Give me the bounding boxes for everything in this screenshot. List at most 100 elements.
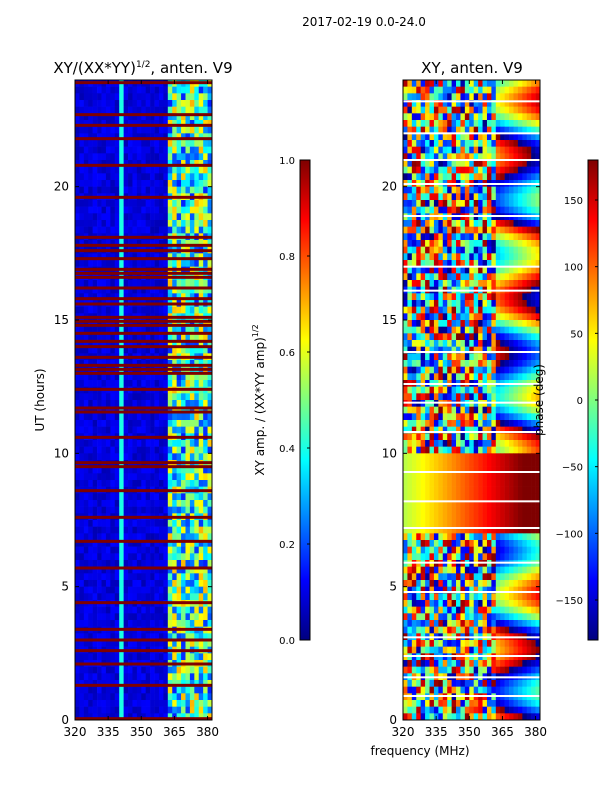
heatmap-cell — [145, 420, 151, 427]
heatmap-cell — [172, 480, 177, 487]
heatmap-cell — [141, 566, 147, 574]
heatmap-cell — [478, 206, 483, 214]
heatmap-cell — [447, 366, 452, 374]
heatmap-cell — [526, 100, 532, 107]
heatmap-cell — [75, 500, 80, 507]
heatmap-cell — [504, 413, 510, 421]
heatmap-cell — [163, 633, 169, 641]
heatmap-cell — [123, 613, 129, 621]
heatmap-cell — [513, 433, 519, 441]
flagged-row — [75, 267, 212, 271]
heatmap-cell — [429, 100, 435, 107]
flagged-row — [75, 286, 212, 290]
heatmap-cell — [136, 640, 142, 647]
heatmap-cell — [207, 560, 212, 567]
heatmap-cell — [97, 260, 102, 267]
heatmap-cell — [500, 393, 505, 401]
heatmap-cell — [163, 113, 169, 121]
heatmap-cell — [486, 420, 492, 427]
heatmap-cell — [172, 340, 177, 347]
heatmap-cell — [473, 273, 479, 281]
heatmap-cell — [141, 293, 147, 301]
heatmap-cell — [79, 260, 85, 267]
heatmap-cell — [75, 533, 80, 541]
heatmap-cell — [150, 706, 155, 714]
heatmap-cell — [207, 413, 212, 421]
heatmap-cell — [75, 553, 80, 561]
heatmap-cell — [451, 446, 457, 454]
heatmap-cell — [163, 640, 169, 647]
heatmap-cell — [92, 133, 98, 141]
heatmap-cell — [522, 326, 528, 334]
heatmap-cell — [110, 666, 116, 674]
heatmap-cell — [181, 280, 186, 287]
heatmap-cell — [181, 360, 186, 367]
heatmap-cell — [456, 453, 461, 461]
heatmap-cell — [207, 320, 212, 327]
heatmap-cell — [123, 640, 129, 647]
heatmap-cell — [513, 233, 519, 241]
amplitude-colorbar — [299, 159, 311, 641]
heatmap-cell — [172, 93, 177, 101]
heatmap-cell — [411, 193, 417, 201]
heatmap-cell — [172, 566, 177, 574]
heatmap-cell — [411, 480, 417, 487]
flagged-row — [75, 363, 212, 367]
heatmap-cell — [198, 360, 204, 367]
heatmap-cell — [158, 440, 164, 447]
heatmap-cell — [181, 713, 186, 720]
heatmap-cell — [420, 260, 426, 267]
heatmap-cell — [425, 126, 430, 134]
heatmap-cell — [456, 193, 461, 201]
heatmap-cell — [407, 100, 413, 107]
heatmap-cell — [105, 506, 111, 514]
heatmap-cell — [110, 466, 116, 474]
heatmap-cell — [92, 380, 98, 387]
heatmap-cell — [198, 186, 204, 194]
heatmap-cell — [460, 140, 466, 147]
heatmap-cell — [181, 560, 186, 567]
heatmap-cell — [407, 473, 413, 481]
heatmap-cell — [101, 113, 107, 121]
heatmap-cell — [509, 113, 514, 121]
heatmap-cell — [132, 620, 138, 627]
heatmap-cell — [75, 220, 80, 227]
heatmap-cell — [420, 320, 426, 327]
heatmap-cell — [92, 466, 98, 474]
heatmap-cell — [167, 100, 173, 107]
heatmap-cell — [203, 220, 208, 227]
heatmap-cell — [83, 260, 89, 267]
heatmap-cell — [407, 220, 413, 227]
heatmap-cell — [132, 453, 138, 461]
heatmap-cell — [83, 226, 89, 234]
heatmap-cell — [75, 593, 80, 601]
heatmap-cell — [429, 393, 435, 401]
heatmap-cell — [105, 673, 111, 681]
heatmap-cell — [128, 700, 133, 707]
heatmap-cell — [411, 80, 417, 87]
heatmap-cell — [504, 386, 510, 394]
heatmap-cell — [203, 420, 208, 427]
heatmap-cell — [495, 486, 501, 494]
heatmap-cell — [119, 320, 124, 327]
heatmap-cell — [411, 133, 417, 141]
heatmap-cell — [189, 613, 195, 621]
heatmap-cell — [482, 326, 488, 334]
heatmap-cell — [167, 140, 173, 147]
heatmap-cell — [526, 220, 532, 227]
heatmap-cell — [194, 506, 200, 514]
heatmap-cell — [167, 173, 173, 181]
heatmap-cell — [469, 206, 475, 214]
heatmap-cell — [535, 333, 540, 341]
heatmap-cell — [473, 280, 479, 287]
heatmap-cell — [416, 226, 421, 234]
heatmap-cell — [79, 400, 85, 407]
heatmap-cell — [198, 93, 204, 101]
x-tick-label: 365 — [163, 725, 186, 739]
heatmap-cell — [167, 693, 173, 701]
heatmap-cell — [411, 460, 417, 467]
heatmap-cell — [92, 426, 98, 434]
heatmap-cell — [110, 253, 116, 261]
heatmap-cell — [163, 446, 169, 454]
heatmap-cell — [198, 226, 204, 234]
